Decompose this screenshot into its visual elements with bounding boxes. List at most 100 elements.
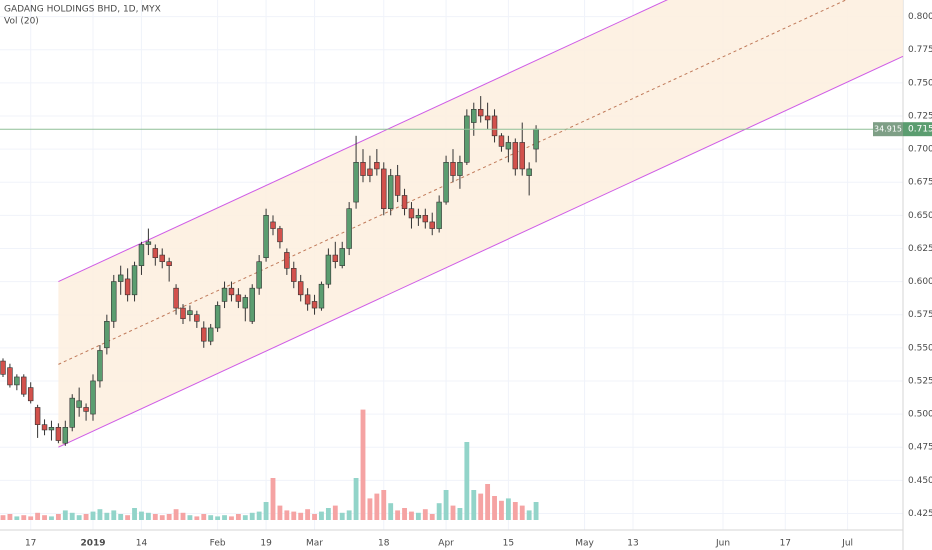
y-tick-label: 0.725 [908, 111, 932, 121]
candle-body [111, 281, 117, 322]
volume-bar [284, 510, 290, 520]
candle-body [221, 287, 228, 302]
volume-bar [388, 503, 394, 520]
volume-bar [360, 409, 366, 520]
volume-bar [332, 505, 338, 520]
volume-bar [49, 516, 54, 520]
volume-bar [457, 508, 463, 520]
candle-body [263, 215, 269, 259]
y-tick-label: 0.700 [908, 145, 932, 155]
candle-body [34, 407, 41, 425]
volume-bar [28, 516, 34, 520]
candle-body [187, 310, 193, 315]
volume-bar [395, 510, 401, 520]
candle-body [256, 261, 262, 289]
channel-lower [58, 55, 904, 448]
x-tick-label: Jul [841, 539, 853, 549]
channel-mid [58, 0, 847, 365]
y-tick-label: 0.425 [908, 509, 932, 519]
candle-body [436, 201, 442, 229]
candle-body [90, 380, 96, 415]
volume-bar [429, 514, 435, 520]
volume-bar [249, 512, 255, 520]
candle-body [235, 294, 242, 302]
volume-bar [402, 508, 407, 520]
candle-body [7, 367, 13, 386]
volume-bar [298, 512, 304, 520]
x-tick-label: 19 [260, 539, 272, 549]
volume-bar [374, 493, 380, 520]
volume-bar [346, 510, 352, 520]
candle-body [159, 254, 165, 262]
candle-body [318, 283, 325, 309]
x-tick-label: Mar [306, 539, 323, 549]
candle-body [297, 281, 304, 296]
volume-bar [125, 515, 131, 520]
candle-body [346, 208, 352, 249]
volume-bar [62, 510, 68, 520]
candle-body [498, 135, 505, 147]
volume-bar [97, 509, 103, 520]
candle-body [277, 228, 283, 243]
volume-bar [173, 509, 179, 520]
price-tag-label: 0.715 [908, 125, 932, 135]
volume-bar [76, 515, 82, 520]
candle-body [0, 360, 6, 375]
volume-bar [159, 515, 165, 520]
candle-body [526, 168, 532, 176]
candle-body [124, 278, 131, 296]
candle-body [408, 208, 415, 219]
candle-body [48, 427, 55, 431]
volume-bar [139, 511, 144, 520]
candle-body [374, 162, 380, 170]
candle-body [201, 327, 207, 342]
volume-bar [208, 515, 214, 520]
volume-bar [512, 502, 518, 520]
volume-bar [69, 512, 75, 520]
channel-fill [58, 0, 903, 448]
candle-body [339, 248, 345, 266]
candle-body [228, 287, 235, 296]
volume-bar [291, 511, 297, 520]
volume-bar [436, 503, 442, 520]
volume-bar [270, 478, 276, 520]
volume-bar [415, 512, 421, 520]
candle-body [422, 215, 429, 223]
candle-body [284, 252, 290, 269]
candle-body [62, 427, 69, 444]
volume-bar [229, 516, 234, 520]
candle-body [394, 175, 401, 196]
x-tick-label: 13 [627, 539, 638, 549]
candle-body [353, 162, 359, 203]
y-tick-label: 0.775 [908, 45, 932, 55]
candle-body [401, 195, 408, 209]
volume-bar [367, 498, 373, 520]
candle-body [180, 307, 186, 319]
x-tick-label: 14 [136, 539, 148, 549]
candle-body [533, 128, 539, 150]
candle-body [69, 397, 75, 428]
candle-body [415, 215, 422, 219]
volume-bar [325, 508, 331, 520]
volume-bar [519, 505, 525, 520]
y-tick-label: 0.575 [908, 310, 932, 320]
candle-body [14, 376, 20, 386]
volume-bar [526, 510, 532, 520]
volume-bar [90, 511, 96, 520]
candle-body [491, 115, 498, 137]
volume-bar [166, 514, 172, 520]
volume-bar [339, 512, 345, 520]
candle-body [367, 168, 373, 176]
volume-bar [305, 509, 311, 520]
y-tick-label: 0.675 [908, 178, 932, 188]
candle-body [387, 175, 394, 209]
volume-bar [499, 500, 504, 520]
volume-bar [180, 512, 186, 520]
candle-body [173, 287, 179, 309]
volume-bar [533, 502, 539, 520]
candle-body [97, 350, 103, 382]
candle-body [117, 274, 124, 282]
volume-bar [21, 515, 27, 520]
candle-body [512, 142, 519, 170]
